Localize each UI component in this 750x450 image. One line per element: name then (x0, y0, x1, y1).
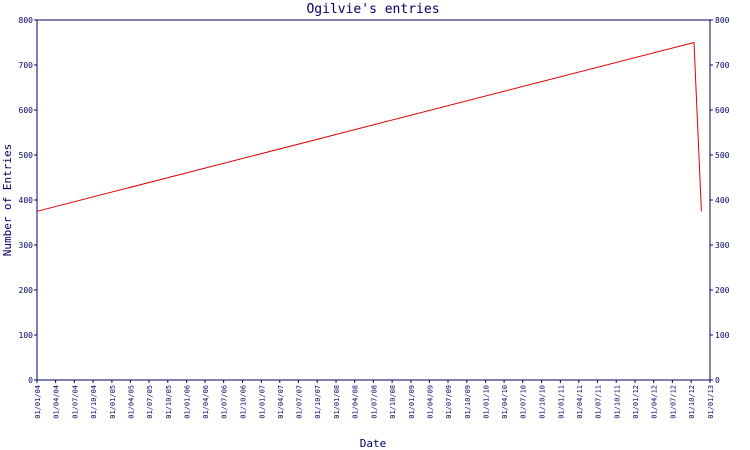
x-tick-label: 01/04/07 (277, 385, 285, 419)
x-axis: 01/01/04 01/04/04 01/07/04 01/10/04 01/01/05… (34, 380, 715, 419)
x-tick-label: 01/07/10 (520, 385, 528, 419)
y-tick-label-left: 800 (19, 16, 34, 25)
x-tick-label: 01/07/05 (146, 385, 154, 419)
y-tick-label-right: 800 (715, 16, 730, 25)
x-tick-label: 01/01/04 (34, 385, 42, 419)
y-tick-label-left: 500 (19, 151, 34, 160)
y-tick-label-left: 700 (19, 61, 34, 70)
x-tick-label: 01/04/05 (127, 385, 135, 419)
y-tick-label-left: 0 (28, 376, 33, 385)
x-tick-label: 01/10/04 (90, 385, 98, 419)
x-tick-label: 01/04/12 (651, 385, 659, 419)
x-tick-label: 01/04/10 (501, 385, 509, 419)
y-tick-label-left: 400 (19, 196, 34, 205)
x-tick-label: 01/01/12 (632, 385, 640, 419)
right-y-axis: 0 100 200 300 400 500 600 700 800 (710, 16, 730, 385)
x-tick-label: 01/01/05 (109, 385, 117, 419)
series-line (36, 41, 702, 212)
y-tick-label-right: 500 (715, 151, 730, 160)
x-tick-label: 01/10/11 (613, 385, 621, 419)
x-tick-label: 01/10/08 (389, 385, 397, 419)
y-tick-label-right: 300 (715, 241, 730, 250)
y-tick-label-left: 200 (19, 286, 34, 295)
x-tick-label: 01/07/06 (221, 385, 229, 419)
y-tick-label-right: 700 (715, 61, 730, 70)
x-tick-label: 01/07/08 (370, 385, 378, 419)
x-tick-label: 01/04/11 (576, 385, 584, 419)
x-tick-label: 01/04/09 (426, 385, 434, 419)
x-tick-label: 01/04/06 (202, 385, 210, 419)
x-tick-label: 01/10/05 (165, 385, 173, 419)
y-tick-label-right: 200 (715, 286, 730, 295)
x-tick-label: 01/01/09 (408, 385, 416, 419)
x-tick-label: 01/07/11 (594, 385, 602, 419)
x-tick-label: 01/04/08 (352, 385, 360, 419)
y-tick-label-right: 600 (715, 106, 730, 115)
x-tick-label: 01/07/12 (669, 385, 677, 419)
x-tick-label: 01/01/13 (707, 385, 715, 419)
x-tick-label: 01/07/07 (295, 385, 303, 419)
left-y-axis: 0 100 200 300 400 500 600 700 800 (19, 16, 37, 385)
x-axis-label: Date (360, 437, 387, 450)
series-layer (36, 41, 702, 212)
y-tick-label-right: 100 (715, 331, 730, 340)
x-tick-label: 01/10/10 (539, 385, 547, 419)
x-tick-label: 01/01/10 (483, 385, 491, 419)
x-tick-label: 01/10/12 (688, 385, 696, 419)
y-tick-label-right: 0 (715, 376, 720, 385)
y-tick-label-left: 300 (19, 241, 34, 250)
x-tick-label: 01/01/08 (333, 385, 341, 419)
plot-area-frame (36, 19, 711, 381)
x-tick-label: 01/10/06 (240, 385, 248, 419)
x-tick-label: 01/04/04 (53, 385, 61, 419)
chart-title: Ogilvie's entries (306, 2, 439, 17)
x-tick-label: 01/10/09 (464, 385, 472, 419)
y-tick-label-right: 400 (715, 196, 730, 205)
x-tick-label: 01/07/04 (71, 385, 79, 419)
y-axis-label: Number of Entries (1, 144, 14, 257)
x-tick-label: 01/01/07 (258, 385, 266, 419)
y-tick-label-left: 600 (19, 106, 34, 115)
x-tick-label: 01/01/06 (184, 385, 192, 419)
x-tick-label: 01/01/11 (557, 385, 565, 419)
x-tick-label: 01/10/07 (314, 385, 322, 419)
y-tick-label-left: 100 (19, 331, 34, 340)
x-tick-label: 01/07/09 (445, 385, 453, 419)
